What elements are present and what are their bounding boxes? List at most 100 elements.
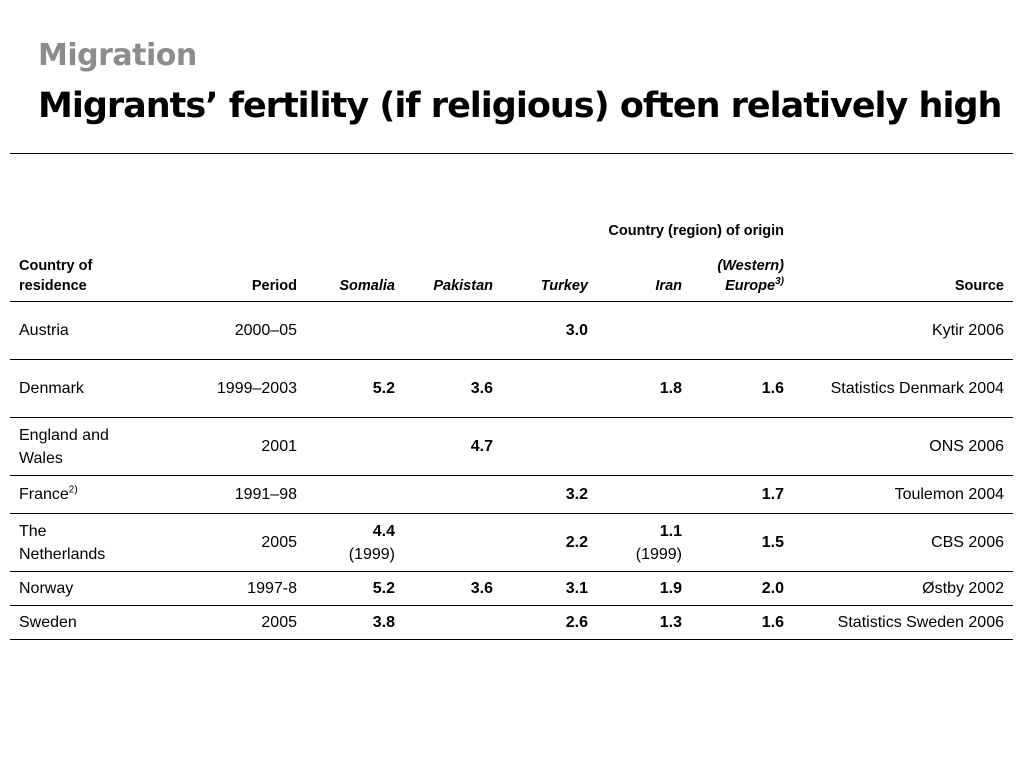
pakistan-value: 3.6	[470, 580, 493, 597]
cell-europe: 1.6	[691, 605, 793, 640]
cell-iran	[597, 301, 691, 360]
table-row: France2) 1991–98 3.2 1.7 Toulemon 2004	[10, 475, 1013, 514]
col-header-pakistan: Pakistan	[404, 242, 502, 302]
table-row: The Netherlands 2005 4.4 (1999) 2.2 1.1 (1999) 1…	[10, 513, 1013, 572]
residence-country: Denmark	[19, 380, 84, 397]
europe-value: 1.6	[761, 380, 784, 397]
europe-header-line1: (Western)	[717, 258, 784, 274]
period-value: 2005	[261, 614, 297, 631]
cell-residence: Austria	[10, 301, 138, 360]
iran-value: 1.1	[659, 522, 682, 540]
residence-country-line2: Wales	[19, 449, 63, 467]
cell-pakistan	[404, 475, 502, 514]
slide-title: Migrants’ fertility (if religious) often…	[38, 86, 1002, 126]
cell-period: 1991–98	[138, 475, 306, 514]
cell-residence: Norway	[10, 571, 138, 606]
cell-somalia: 5.2	[306, 359, 404, 418]
cell-source: Kytir 2006	[793, 301, 1013, 360]
col-header-europe: (Western) Europe3)	[691, 242, 793, 302]
col-header-residence: Country of residence	[10, 242, 138, 302]
cell-turkey: 2.2	[502, 513, 597, 572]
iran-year-note: (1999)	[635, 545, 682, 563]
period-value: 2000–05	[234, 322, 297, 339]
cell-period: 1997-8	[138, 571, 306, 606]
europe-value: 1.6	[761, 614, 784, 631]
cell-europe	[691, 417, 793, 476]
cell-europe: 1.7	[691, 475, 793, 514]
cell-europe	[691, 301, 793, 360]
cell-iran	[597, 417, 691, 476]
residence-country: Austria	[19, 322, 69, 339]
table-row: Sweden 2005 3.8 2.6 1.3 1.6 Statistics Sweden …	[10, 605, 1013, 640]
cell-pakistan: 4.7	[404, 417, 502, 476]
residence-country: Norway	[19, 580, 74, 597]
cell-source: Østby 2002	[793, 571, 1013, 606]
cell-turkey: 2.6	[502, 605, 597, 640]
cell-somalia: 4.4 (1999)	[306, 513, 404, 572]
cell-pakistan	[404, 605, 502, 640]
cell-residence: The Netherlands	[10, 513, 138, 572]
residence-country: Sweden	[19, 614, 77, 631]
cell-somalia: 5.2	[306, 571, 404, 606]
cell-source: CBS 2006	[793, 513, 1013, 572]
period-value: 1999–2003	[216, 380, 297, 397]
iran-value: 1.8	[659, 380, 682, 397]
period-value: 2005	[261, 534, 297, 551]
cell-period: 2000–05	[138, 301, 306, 360]
cell-pakistan	[404, 513, 502, 572]
origin-group-header: Country (region) of origin	[608, 223, 784, 239]
source-value: Toulemon 2004	[894, 486, 1004, 503]
cell-somalia: 3.8	[306, 605, 404, 640]
cell-period: 2005	[138, 605, 306, 640]
cell-source: Statistics Sweden 2006	[793, 605, 1013, 640]
cell-turkey	[502, 359, 597, 418]
europe-header-line2: Europe	[725, 278, 776, 294]
source-value: Statistics Sweden 2006	[837, 614, 1004, 631]
cell-period: 2001	[138, 417, 306, 476]
source-value: Statistics Denmark 2004	[830, 380, 1004, 397]
period-value: 2001	[261, 438, 297, 455]
period-value: 1991–98	[234, 486, 297, 503]
col-header-turkey: Turkey	[502, 242, 597, 302]
table-row: Norway 1997-8 5.2 3.6 3.1 1.9 2.0 Østby 2002	[10, 571, 1013, 606]
period-value: 1997-8	[247, 580, 297, 597]
turkey-value: 3.1	[565, 580, 588, 597]
europe-value: 2.0	[761, 580, 784, 597]
iran-value: 1.3	[659, 614, 682, 631]
table-row: Austria 2000–05 3.0 Kytir 2006	[10, 301, 1013, 360]
turkey-value: 2.2	[565, 534, 588, 551]
somalia-year-note: (1999)	[348, 545, 395, 563]
cell-residence: France2)	[10, 475, 138, 514]
cell-iran: 1.1 (1999)	[597, 513, 691, 572]
cell-turkey	[502, 417, 597, 476]
col-header-source: Source	[793, 242, 1013, 302]
cell-pakistan	[404, 301, 502, 360]
residence-country: The	[19, 522, 47, 540]
cell-source: Toulemon 2004	[793, 475, 1013, 514]
cell-pakistan: 3.6	[404, 571, 502, 606]
residence-country-line2: Netherlands	[19, 545, 106, 563]
cell-residence: Denmark	[10, 359, 138, 418]
cell-turkey: 3.1	[502, 571, 597, 606]
turkey-value: 3.2	[565, 486, 588, 503]
iran-value: 1.9	[659, 580, 682, 597]
cell-iran: 1.8	[597, 359, 691, 418]
fertility-table: Country (region) of origin Country of re…	[10, 220, 1013, 640]
cell-residence: Sweden	[10, 605, 138, 640]
footnote-marker: 2)	[68, 484, 78, 496]
col-header-somalia: Somalia	[306, 242, 404, 302]
europe-value: 1.5	[761, 534, 784, 551]
cell-europe: 2.0	[691, 571, 793, 606]
residence-country: France	[19, 486, 69, 503]
table-row: Denmark 1999–2003 5.2 3.6 1.8 1.6 Statistics D…	[10, 359, 1013, 418]
cell-iran	[597, 475, 691, 514]
col-header-period: Period	[138, 242, 306, 302]
cell-period: 1999–2003	[138, 359, 306, 418]
group-header-row: Country (region) of origin	[10, 220, 1013, 242]
cell-somalia	[306, 417, 404, 476]
cell-iran: 1.3	[597, 605, 691, 640]
cell-europe: 1.5	[691, 513, 793, 572]
header-row: Country of residence Period Somalia Paki…	[10, 242, 1013, 302]
somalia-value: 3.8	[372, 614, 395, 631]
cell-period: 2005	[138, 513, 306, 572]
